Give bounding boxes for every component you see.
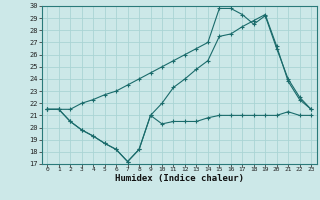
X-axis label: Humidex (Indice chaleur): Humidex (Indice chaleur) xyxy=(115,174,244,183)
